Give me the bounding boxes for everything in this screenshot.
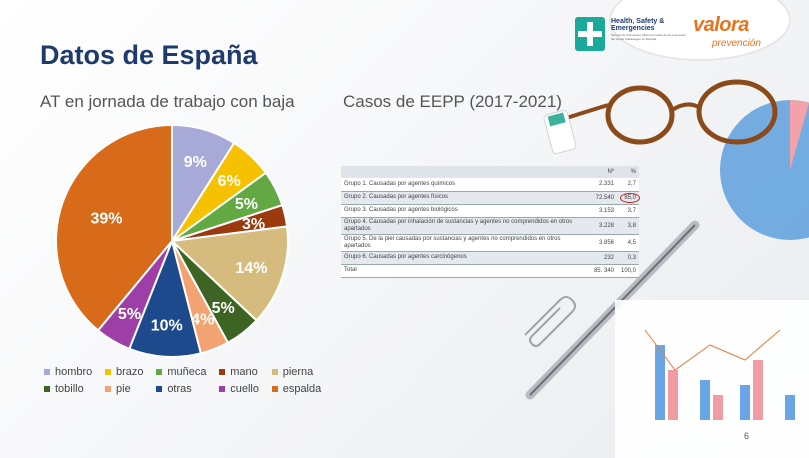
table-header-pct: % (617, 166, 639, 178)
table-cell-n: 3.228 (583, 217, 617, 235)
legend-item: muñeca (156, 366, 209, 378)
legend-label: otras (167, 383, 192, 395)
legend-swatch (156, 369, 163, 375)
legend-swatch (271, 369, 278, 375)
glasses-arm (559, 103, 609, 122)
legend-item: espalda (271, 383, 324, 395)
pie-data-label: 5% (235, 196, 258, 213)
pie-slice-espalda (55, 123, 173, 332)
table-cell-label: Grupo 5. De la piel causadas por sustanc… (341, 234, 583, 252)
legend-swatch (44, 386, 50, 392)
table-cell-n: 232 (583, 251, 617, 265)
prevencion-logo: prevención (712, 38, 761, 49)
hse-logo: Health, Safety & Emergencies Servicio de… (611, 18, 689, 41)
legend-item: otras (156, 383, 209, 395)
legend-swatch (105, 386, 112, 392)
legend-swatch (219, 369, 226, 375)
hse-logo-icon (575, 17, 605, 51)
pie-slice-pierna (169, 225, 289, 322)
pie-data-label: 5% (118, 306, 141, 323)
table-row: Grupo 6. Causadas por agentes carcinógen… (341, 251, 639, 265)
pie-chart: 9%6%5%3%14%5%4%10%5%39% (55, 123, 289, 358)
pie-data-label: 6% (218, 173, 241, 190)
table-cell-pct: 2,7 (617, 178, 639, 192)
legend-item: hombro (44, 366, 95, 378)
table-cell-pct: 4,5 (617, 234, 639, 252)
pie-slice-otras (127, 237, 203, 358)
table-row: Grupo 3. Causadas por agentes biológicos… (341, 204, 639, 218)
table-row: Grupo 4. Causadas por inhalación de sust… (341, 217, 639, 235)
pie-data-label: 5% (212, 300, 235, 317)
table-cell-n: 72.540 (583, 191, 617, 205)
table-cell-pct: 3,8 (617, 217, 639, 235)
legend-item: brazo (105, 366, 146, 378)
table-cell-n: 2.331 (583, 178, 617, 192)
table-title: Casos de EEPP (2017-2021) (343, 92, 562, 111)
legend-label: pie (116, 383, 131, 395)
table-cell-label: Grupo 1. Causadas por agentes químicos (341, 178, 583, 192)
table-cell-pct: 3,7 (617, 204, 639, 218)
pie-data-label: 9% (184, 154, 207, 171)
table-cell-pct: 0,3 (617, 251, 639, 265)
table-row: Grupo 5. De la piel causadas por sustanc… (341, 234, 639, 252)
legend-item: cuello (219, 383, 262, 395)
legend-swatch (219, 386, 226, 392)
highlight-circle: 85,0 (620, 192, 640, 203)
pie-data-label: 14% (235, 260, 267, 277)
table-header-row: Nº % (341, 166, 639, 178)
table-cell-label: Grupo 2. Causadas por agentes físicos (341, 191, 583, 205)
valora-logo: valora (693, 14, 749, 36)
legend-label: brazo (116, 366, 144, 378)
pie-data-label: 4% (191, 312, 214, 329)
table-cell-label: Total (341, 264, 583, 278)
pie-data-label: 39% (90, 210, 122, 227)
pie-data-label: 3% (242, 216, 265, 233)
pie-chart-title: AT en jornada de trabajo con baja (40, 92, 295, 111)
legend-swatch (271, 386, 278, 392)
table-cell-pct: 100,0 (617, 264, 639, 278)
table-cell-label: Grupo 6. Causadas por agentes carcinógen… (341, 251, 583, 265)
legend-label: cuello (230, 383, 259, 395)
legend-item: pie (105, 383, 146, 395)
table-row-total: Total 85. 340 100,0 (341, 264, 639, 278)
glasses-bridge (670, 102, 702, 112)
legend-label: pierna (282, 366, 314, 378)
background-pie-slice (790, 100, 809, 170)
page-number: 6 (744, 431, 750, 441)
eepp-table: Nº % Grupo 1. Causadas por agentes quími… (341, 166, 640, 278)
pie-legend: hombro brazo muñeca mano pierna tobillo pie otr… (44, 366, 324, 395)
paperclip (524, 296, 576, 347)
legend-swatch (156, 386, 163, 392)
table-cell-n: 85. 340 (583, 264, 617, 278)
table-header-label (341, 166, 583, 178)
table-cell-pct-highlighted: 85,0 (617, 191, 640, 205)
table-cell-n: 3.856 (583, 234, 617, 252)
glasses-lens-right (696, 79, 778, 145)
legend-item: tobillo (44, 383, 95, 395)
hse-logo-subtitle: Servicio de Prevención Mancomunado de la… (611, 33, 686, 41)
usb-stick (543, 109, 577, 155)
legend-label: mano (230, 366, 258, 378)
legend-swatch (105, 369, 112, 375)
legend-item: pierna (271, 366, 324, 378)
legend-label: tobillo (55, 383, 84, 395)
table-header-n: Nº (583, 166, 617, 178)
table-cell-label: Grupo 4. Causadas por inhalación de sust… (341, 217, 583, 235)
legend-label: muñeca (167, 366, 207, 378)
table-row: Grupo 1. Causadas por agentes químicos 2… (341, 178, 639, 192)
pie-data-label: 10% (151, 317, 183, 334)
background-pie-chart (720, 100, 809, 240)
table-row: Grupo 2. Causadas por agentes físicos 72… (341, 191, 640, 205)
table-cell-label: Grupo 3. Causadas por agentes biológicos (341, 204, 583, 218)
legend-swatch (44, 369, 50, 375)
table-cell-n: 3.153 (583, 204, 617, 218)
legend-label: espalda (282, 383, 322, 395)
slide-title: Datos de España (40, 40, 258, 70)
legend-item: mano (219, 366, 262, 378)
legend-label: hombro (55, 366, 93, 378)
hse-logo-title: Health, Safety & Emergencies (611, 18, 665, 32)
glasses-lens-left (605, 85, 675, 145)
report-paper (615, 300, 809, 458)
